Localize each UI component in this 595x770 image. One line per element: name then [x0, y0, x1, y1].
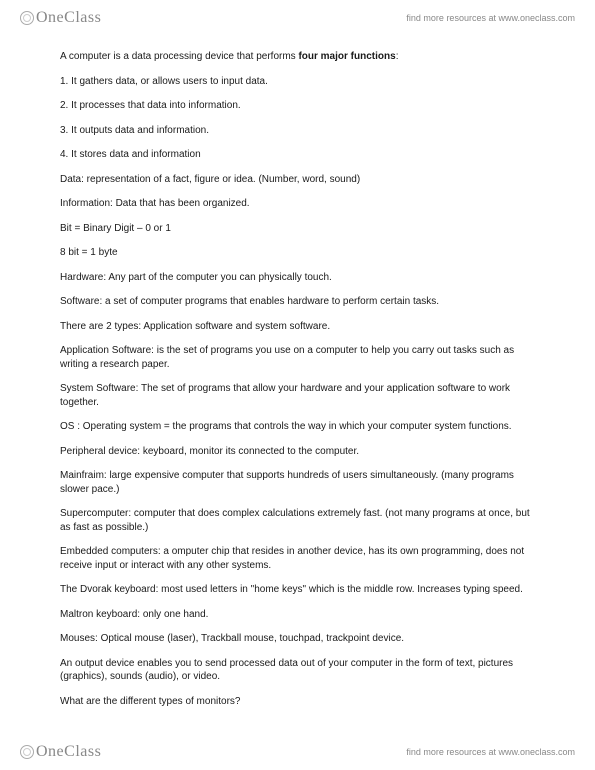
body-line: 4. It stores data and information: [60, 148, 535, 162]
logo-circle-icon: [20, 11, 34, 25]
brand-logo: OneClass: [20, 9, 101, 27]
logo-part-one: One: [36, 9, 64, 26]
body-line: System Software: The set of programs tha…: [60, 382, 535, 409]
body-line: Hardware: Any part of the computer you c…: [60, 271, 535, 285]
logo-part-class: Class: [64, 9, 101, 26]
body-line: 8 bit = 1 byte: [60, 246, 535, 260]
document-body: A computer is a data processing device t…: [0, 32, 595, 729]
body-line: 1. It gathers data, or allows users to i…: [60, 75, 535, 89]
body-line: Peripheral device: keyboard, monitor its…: [60, 445, 535, 459]
header-tagline: find more resources at www.oneclass.com: [406, 13, 575, 23]
footer-tagline: find more resources at www.oneclass.com: [406, 747, 575, 757]
body-line: Mouses: Optical mouse (laser), Trackball…: [60, 632, 535, 646]
body-line: An output device enables you to send pro…: [60, 657, 535, 684]
body-line: Maltron keyboard: only one hand.: [60, 608, 535, 622]
brand-logo-footer: OneClass: [20, 743, 101, 761]
body-line: The Dvorak keyboard: most used letters i…: [60, 583, 535, 597]
intro-prefix: A computer is a data processing device t…: [60, 51, 298, 62]
body-line: There are 2 types: Application software …: [60, 320, 535, 334]
body-line: Data: representation of a fact, figure o…: [60, 173, 535, 187]
logo-part-class: Class: [64, 743, 101, 760]
body-line: 2. It processes that data into informati…: [60, 99, 535, 113]
intro-suffix: :: [396, 51, 399, 62]
page-footer: OneClass find more resources at www.onec…: [0, 738, 595, 770]
body-line: Bit = Binary Digit – 0 or 1: [60, 222, 535, 236]
logo-circle-icon: [20, 745, 34, 759]
body-line: Mainfraim: large expensive computer that…: [60, 469, 535, 496]
body-line: OS : Operating system = the programs tha…: [60, 420, 535, 434]
intro-bold: four major functions: [298, 51, 395, 62]
body-line: Embedded computers: a omputer chip that …: [60, 545, 535, 572]
page-header: OneClass find more resources at www.onec…: [0, 0, 595, 32]
body-line: Software: a set of computer programs tha…: [60, 295, 535, 309]
logo-part-one: One: [36, 743, 64, 760]
body-line: Supercomputer: computer that does comple…: [60, 507, 535, 534]
body-line: 3. It outputs data and information.: [60, 124, 535, 138]
body-line: Information: Data that has been organize…: [60, 197, 535, 211]
body-line: Application Software: is the set of prog…: [60, 344, 535, 371]
intro-line: A computer is a data processing device t…: [60, 50, 535, 64]
body-line: What are the different types of monitors…: [60, 695, 535, 709]
